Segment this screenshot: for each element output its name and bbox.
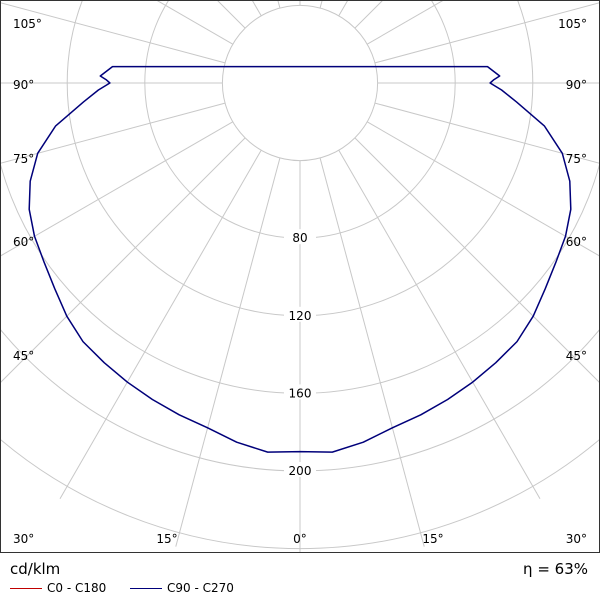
angle-tick-label: 75° xyxy=(13,152,34,166)
legend-item-c90-c270: C90 - C270 xyxy=(130,581,260,595)
grid-spoke xyxy=(1,137,246,383)
angle-tick-label: 45° xyxy=(566,349,587,363)
radial-tick-label: 120 xyxy=(289,309,312,323)
angle-tick-label: 30° xyxy=(13,532,34,546)
legend-label-c0-c180: C0 - C180 xyxy=(47,581,107,595)
angle-tick-label: 60° xyxy=(13,235,34,249)
angle-tick-label: 105° xyxy=(558,17,587,31)
grid-spoke xyxy=(1,102,226,164)
grid-spoke xyxy=(319,157,425,547)
radial-tick-label: 80 xyxy=(292,231,307,245)
grid-spoke xyxy=(366,1,444,45)
angle-tick-label: 90° xyxy=(13,78,34,92)
angle-tick-label: 105° xyxy=(13,17,42,31)
angle-tick-label: 30° xyxy=(566,532,587,546)
grid-spoke xyxy=(59,149,262,499)
radial-tick-bg xyxy=(284,462,316,477)
angle-tick-label: 15° xyxy=(422,532,443,546)
angle-tick-label: 45° xyxy=(13,349,34,363)
grid-spoke xyxy=(354,137,599,383)
legend-label-c90-c270: C90 - C270 xyxy=(167,581,234,595)
grid-spoke xyxy=(338,149,541,499)
efficiency-value: η = 63% xyxy=(523,560,588,578)
grid-spoke xyxy=(374,102,599,164)
curve-layer xyxy=(28,65,572,453)
grid-spoke xyxy=(1,2,226,64)
label-layer: 80 120 160 200 0° 15° 15° 30° 30° 45° 45° 60° 60° 75°… xyxy=(13,17,587,546)
radial-tick-bg xyxy=(284,306,316,322)
legend-item-c0-c180: C0 - C180 xyxy=(10,581,130,595)
radial-tick-bg xyxy=(284,229,316,245)
grid-spoke xyxy=(374,2,599,64)
polar-chart: 80 120 160 200 0° 15° 15° 30° 30° 45° 45° 60° 60° 75°… xyxy=(0,0,600,553)
polar-chart-svg: 80 120 160 200 0° 15° 15° 30° 30° 45° 45° 60° 60° 75°… xyxy=(1,1,599,552)
unit-label: cd/klm xyxy=(10,560,61,578)
grid-spoke xyxy=(277,1,281,9)
angle-tick-label: 60° xyxy=(566,235,587,249)
angle-tick-label: 90° xyxy=(566,78,587,92)
grid-spoke xyxy=(1,121,234,257)
grid-circle-40 xyxy=(221,4,379,162)
radial-tick-label: 200 xyxy=(289,464,312,478)
angle-tick-label: 15° xyxy=(156,532,177,546)
series-curve-c90-c270 xyxy=(28,65,572,453)
angle-tick-label: 75° xyxy=(566,152,587,166)
legend-swatch-c90-c270 xyxy=(130,588,162,589)
grid-spoke xyxy=(366,121,599,257)
polar-grid xyxy=(1,1,599,552)
grid-spoke xyxy=(156,1,234,45)
radial-tick-bg xyxy=(284,384,316,400)
legend-swatch-c0-c180 xyxy=(10,588,42,589)
grid-spoke xyxy=(175,157,281,547)
radial-tick-label: 160 xyxy=(289,386,312,400)
angle-tick-label: 0° xyxy=(293,532,307,546)
grid-spoke xyxy=(319,1,323,9)
